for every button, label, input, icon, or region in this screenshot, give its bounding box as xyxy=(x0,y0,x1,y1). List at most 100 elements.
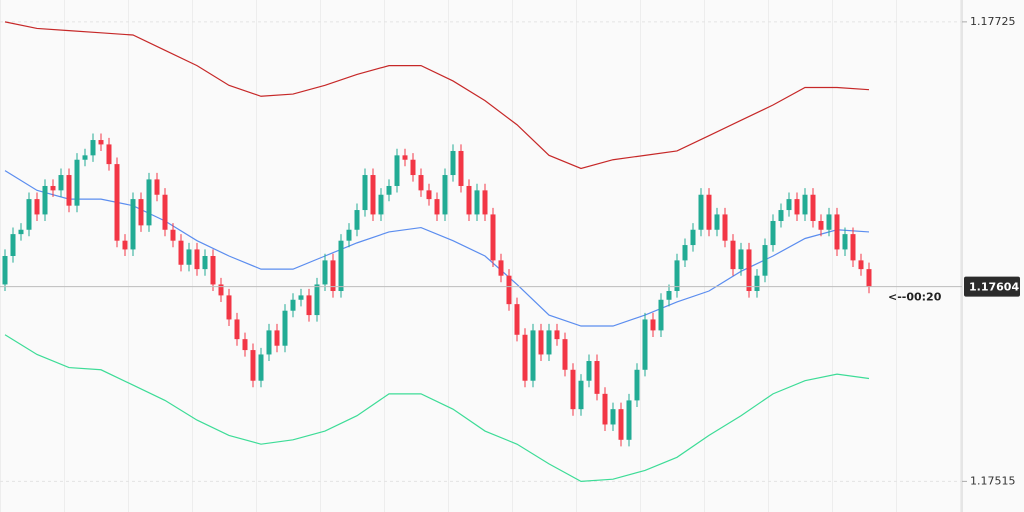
candle-body xyxy=(506,275,512,305)
candle-body xyxy=(138,199,144,226)
candle-body xyxy=(514,304,520,335)
candle-body xyxy=(714,214,720,230)
candle-body xyxy=(386,185,392,195)
candle-body xyxy=(746,249,752,292)
candle-body xyxy=(706,194,712,230)
candle-body xyxy=(586,361,592,381)
candle-body xyxy=(850,234,856,261)
candle-body xyxy=(802,194,808,215)
candle-body xyxy=(442,175,448,215)
candle-body xyxy=(74,159,80,206)
candle-body xyxy=(834,214,840,250)
candle-body xyxy=(90,140,96,156)
candle-body xyxy=(698,194,704,230)
candle-body xyxy=(370,175,376,215)
candle-body xyxy=(818,220,824,230)
candle-body xyxy=(730,240,736,270)
candle-body xyxy=(594,361,600,394)
candle-body xyxy=(178,240,184,265)
candle-body xyxy=(410,159,416,176)
candle-body xyxy=(778,210,784,221)
candle-body xyxy=(250,350,256,381)
candle-body xyxy=(10,234,16,256)
candle-body xyxy=(66,175,72,206)
candle-body xyxy=(554,330,560,340)
candle-body xyxy=(418,175,424,191)
candle-body xyxy=(474,190,480,215)
candle-body xyxy=(522,334,528,381)
candle-body xyxy=(290,299,296,311)
band-line xyxy=(4,21,870,170)
candle-body xyxy=(82,155,88,160)
candle-body xyxy=(194,249,200,270)
candle-body xyxy=(602,393,608,425)
countdown: <--00:20 xyxy=(888,291,942,304)
candle-body xyxy=(490,214,496,261)
price-label-box xyxy=(964,276,1020,297)
candle-body xyxy=(426,190,432,200)
candle-body xyxy=(666,291,672,300)
candle-body xyxy=(810,194,816,221)
candle-body xyxy=(394,155,400,186)
candle-body xyxy=(562,339,568,370)
candle-body xyxy=(330,260,336,292)
band-line xyxy=(4,334,870,482)
candle-body xyxy=(826,214,832,230)
candle-body xyxy=(298,295,304,300)
candle-body xyxy=(2,256,8,285)
candle-body xyxy=(538,330,544,355)
candle-body xyxy=(482,190,488,215)
y-tick-label: 1.17515 xyxy=(970,474,1016,487)
candle-body xyxy=(530,330,536,381)
candle-body xyxy=(738,249,744,270)
candle-body xyxy=(786,199,792,211)
candle-body xyxy=(570,369,576,410)
candle-body xyxy=(210,256,216,285)
candle-body xyxy=(658,299,664,331)
candle-body xyxy=(458,150,464,186)
candle-body xyxy=(626,400,632,440)
candle-body xyxy=(114,164,120,241)
candle-body xyxy=(466,185,472,215)
candle-body xyxy=(362,175,368,211)
candle-body xyxy=(226,295,232,320)
y-tick-label: 1.17725 xyxy=(970,15,1016,28)
candle-body xyxy=(274,330,280,346)
candle-body xyxy=(770,220,776,246)
price-label: 1.17604 xyxy=(969,281,1019,294)
candle-body xyxy=(682,245,688,261)
candle-body xyxy=(314,284,320,316)
candle-body xyxy=(722,214,728,241)
candle-body xyxy=(642,319,648,370)
candle-body xyxy=(218,284,224,296)
candle-body xyxy=(306,295,312,316)
candle-body xyxy=(42,185,48,215)
candle-body xyxy=(258,354,264,381)
candle-body xyxy=(346,229,352,241)
candle-body xyxy=(186,249,192,265)
candle-body xyxy=(354,210,360,230)
candle-body xyxy=(650,319,656,331)
candle-body xyxy=(794,199,800,215)
candle-body xyxy=(154,179,160,195)
candle-body xyxy=(146,179,152,226)
candle-body xyxy=(754,275,760,292)
candle-body xyxy=(434,199,440,215)
candle-body xyxy=(866,269,872,287)
candle-body xyxy=(634,369,640,401)
candle-body xyxy=(858,260,864,270)
candle-body xyxy=(338,240,344,292)
candle-body xyxy=(266,330,272,355)
candle-body xyxy=(234,319,240,340)
candle-body xyxy=(106,144,112,165)
candle-body xyxy=(242,339,248,351)
candle-body xyxy=(18,229,24,235)
candle-body xyxy=(842,234,848,250)
candle-body xyxy=(122,240,128,250)
candle-body xyxy=(98,140,104,145)
candle-body xyxy=(762,245,768,276)
candle-body xyxy=(546,330,552,355)
candle-body xyxy=(34,199,40,215)
